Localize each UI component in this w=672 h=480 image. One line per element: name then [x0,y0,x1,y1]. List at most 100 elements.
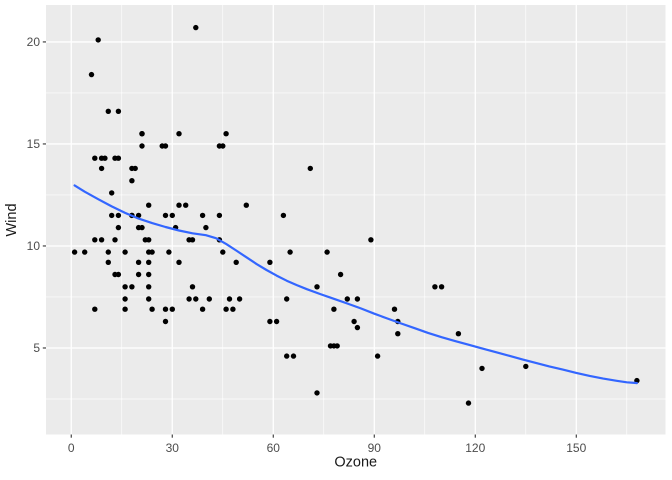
data-point [169,212,175,219]
data-point [314,390,320,396]
data-point [523,363,529,370]
data-point [233,259,239,265]
axis-tick-marks [42,41,577,438]
data-point [162,318,169,325]
data-point [220,249,226,255]
data-point [112,237,118,243]
data-point [149,306,155,312]
data-point [331,306,337,312]
data-point [115,108,122,115]
data-point [139,224,145,231]
data-point [98,237,105,243]
data-point [109,190,115,196]
data-point [284,353,290,359]
y-axis-title: Wind [4,203,20,236]
data-point [166,249,172,255]
data-point [92,237,98,243]
data-point [199,306,206,312]
data-point [105,249,112,255]
data-point [267,259,273,265]
data-point [479,365,485,372]
data-point [354,324,361,331]
data-point [230,306,236,312]
data-point [280,212,287,219]
data-point [115,271,122,278]
data-point [395,331,401,337]
data-point [115,155,122,161]
data-point [115,212,122,219]
data-point [374,353,381,359]
data-point [331,343,337,349]
data-point [183,202,189,208]
data-point [92,306,98,312]
data-point [139,143,145,149]
data-point [105,108,112,115]
data-point [391,306,398,312]
major-gridlines [46,5,666,435]
data-point [307,165,313,172]
data-point [223,306,229,312]
data-point [176,202,182,208]
data-point [351,318,357,325]
data-point [216,143,223,149]
data-point [71,249,78,255]
y-tick-label: 15 [27,137,41,151]
x-axis-title: Ozone [334,455,377,471]
data-point [216,212,223,219]
data-point [284,296,290,302]
data-point [92,155,98,161]
data-point [105,259,112,265]
y-tick-label: 10 [27,239,41,253]
x-tick-label: 120 [465,441,485,455]
data-point [122,284,128,290]
data-point [236,296,243,302]
data-point [169,306,175,312]
data-point [135,259,142,265]
data-point [206,296,212,302]
data-point [465,400,472,406]
data-point [354,296,361,302]
data-point [146,237,152,243]
data-point [146,259,152,265]
data-point [337,271,344,278]
data-point [432,284,438,290]
data-point [135,212,142,219]
data-point [193,296,199,302]
data-point [243,202,249,208]
data-point [122,306,128,312]
data-point [290,353,297,359]
data-point [129,284,135,290]
data-point [189,237,196,243]
data-point [109,212,115,219]
data-point [344,296,350,302]
data-point [115,224,122,231]
data-point [146,284,152,290]
data-point [98,165,105,172]
data-point [199,212,206,219]
data-point [193,24,199,31]
data-point [186,296,192,302]
data-point [176,259,182,265]
data-point [146,296,152,302]
data-point [324,249,330,255]
data-point [122,249,128,255]
data-point [162,212,169,219]
x-tick-label: 150 [566,441,586,455]
data-point [189,284,196,290]
data-point [146,271,152,278]
data-point [314,284,320,290]
data-point [135,271,142,278]
data-point [273,318,280,325]
data-point [146,202,152,208]
data-point [203,224,209,231]
data-point [287,249,293,255]
data-point [267,318,273,325]
x-tick-label: 90 [368,441,382,455]
data-point [95,37,101,43]
y-tick-label: 5 [33,341,40,355]
data-point [162,306,169,312]
data-point [98,155,105,161]
data-point [176,131,182,137]
